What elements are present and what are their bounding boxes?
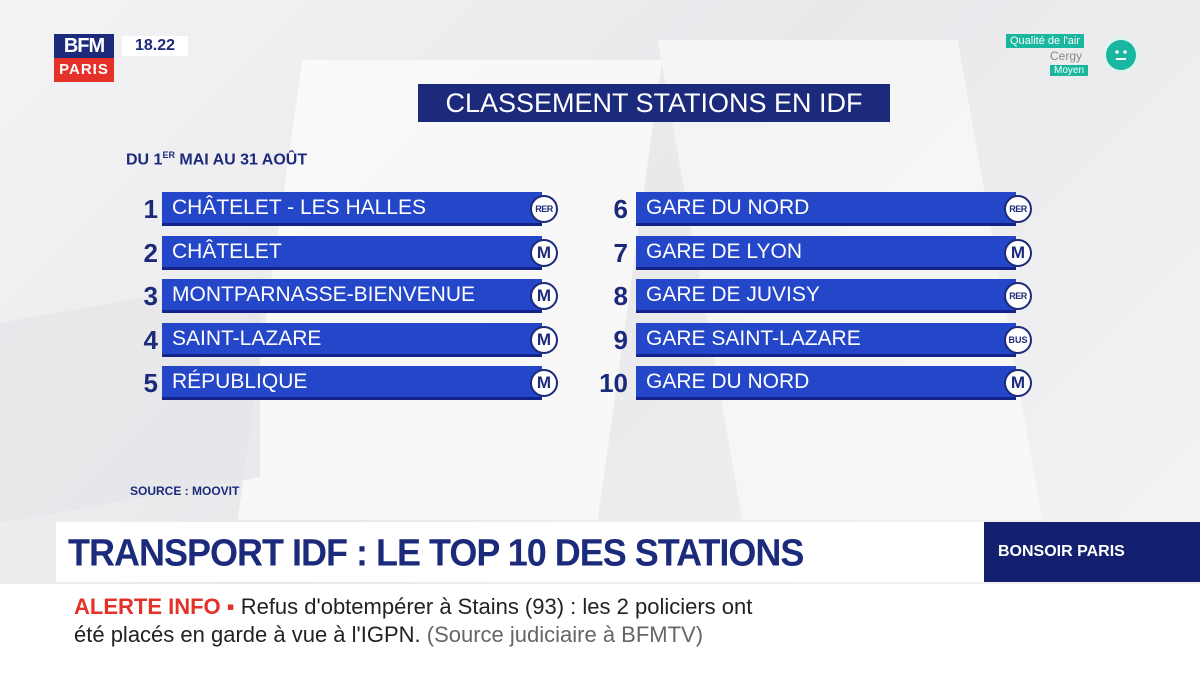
station-bar: CHÂTELET - LES HALLES RER [162, 192, 558, 226]
metro-icon: M [530, 239, 558, 267]
program-name: BONSOIR PARIS [984, 522, 1200, 582]
source-label: SOURCE : MOOVIT [130, 484, 240, 498]
headline-text: TRANSPORT IDF : LE TOP 10 DES STATIONS [68, 530, 804, 574]
station-name: GARE DE LYON [646, 240, 802, 263]
rank-number: 7 [613, 238, 628, 268]
station-bar: GARE DU NORD RER [636, 192, 1032, 226]
rank-number: 2 [143, 238, 158, 268]
ticker-line-1: ALERTE INFO ▪ Refus d'obtempérer à Stain… [74, 594, 753, 619]
bus-icon: BUS [1004, 326, 1032, 354]
station-bar: SAINT-LAZARE M [162, 323, 558, 357]
station-bar: CHÂTELET M [162, 236, 558, 270]
station-bar: GARE SAINT-LAZARE BUS [636, 323, 1032, 357]
rank-number: 3 [143, 281, 158, 311]
ticker-line-2: été placés en garde à vue à l'IGPN. (Sou… [74, 622, 704, 647]
metro-icon: M [1004, 369, 1032, 397]
air-quality-city: Cergy [1050, 49, 1083, 63]
ticker-source: (Source judiciaire à BFMTV) [420, 622, 704, 647]
station-bar: GARE DU NORD M [636, 366, 1032, 400]
metro-icon: M [530, 282, 558, 310]
rank-number: 6 [613, 194, 628, 224]
metro-icon: M [530, 326, 558, 354]
metro-icon: M [1004, 239, 1032, 267]
alert-label: ALERTE INFO ▪ [74, 594, 235, 619]
rank-number: 9 [613, 325, 628, 355]
rank-number: 5 [143, 368, 158, 398]
station-name: MONTPARNASSE-BIENVENUE [172, 283, 475, 306]
station-name: SAINT-LAZARE [172, 327, 322, 350]
rank-number: 4 [143, 325, 158, 355]
station-name: RÉPUBLIQUE [172, 370, 308, 393]
station-bar: GARE DE JUVISY RER [636, 279, 1032, 313]
rer-icon: RER [530, 195, 558, 223]
station-name: CHÂTELET [172, 240, 282, 263]
channel-logo: BFM PARIS [54, 34, 114, 82]
logo-city: PARIS [54, 58, 114, 82]
station-name: CHÂTELET - LES HALLES [172, 196, 427, 219]
station-name: GARE DU NORD [646, 196, 810, 219]
logo-brand: BFM [54, 34, 114, 58]
rer-icon: RER [1004, 195, 1032, 223]
rank-number: 1 [143, 194, 158, 224]
headline-banner: TRANSPORT IDF : LE TOP 10 DES STATIONS [56, 522, 986, 582]
air-quality-label: Qualité de l'air [1006, 34, 1084, 48]
clock: 18.22 [122, 36, 188, 56]
air-quality-widget: Qualité de l'air Cergy Moyen [1006, 34, 1136, 80]
station-bar: MONTPARNASSE-BIENVENUE M [162, 279, 558, 313]
chart-title: CLASSEMENT STATIONS EN IDF [418, 84, 890, 122]
station-name: GARE DU NORD [646, 370, 810, 393]
station-name: GARE SAINT-LAZARE [646, 327, 861, 350]
neutral-face-icon [1106, 40, 1136, 70]
rank-number: 10 [599, 368, 628, 398]
period-label: DU 1ER MAI AU 31 AOÛT [126, 150, 308, 169]
rank-number: 8 [613, 281, 628, 311]
station-bar: GARE DE LYON M [636, 236, 1032, 270]
station-name: GARE DE JUVISY [646, 283, 820, 306]
air-quality-level: Moyen [1050, 65, 1089, 76]
rer-icon: RER [1004, 282, 1032, 310]
news-ticker: ALERTE INFO ▪ Refus d'obtempérer à Stain… [0, 584, 1200, 675]
station-bar: RÉPUBLIQUE M [162, 366, 558, 400]
metro-icon: M [530, 369, 558, 397]
